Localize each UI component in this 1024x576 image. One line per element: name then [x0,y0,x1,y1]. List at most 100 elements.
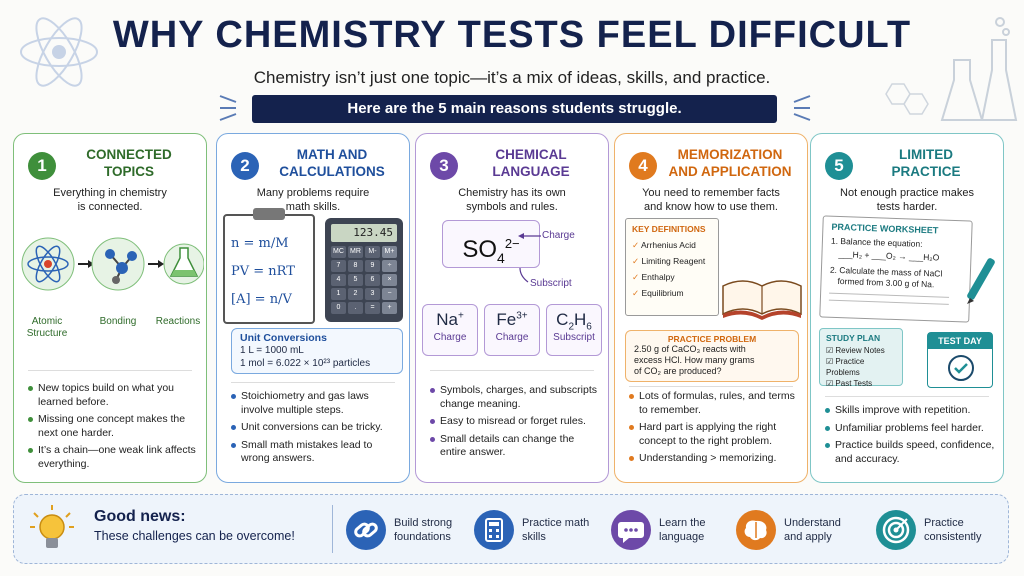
divider [231,382,395,383]
ion-card-sodium: Na+ Charge [422,304,478,356]
bullet: Stoichiometry and gas laws involve multi… [231,390,401,417]
plan-item: ☑ Past Tests [826,379,873,388]
plan-item: ☑ Review Notes [826,346,885,355]
formula-clipboard: n = m/M PV = nRT [A] = n/V [223,208,315,324]
divider [629,386,793,387]
calculator-key: 6 [365,274,380,286]
target-icon [876,510,916,550]
reason-bullets: Lots of formulas, rules, and terms to re… [629,390,799,470]
formula-ideal-gas: PV = nRT [231,264,295,279]
formula-moles: n = m/M [231,236,289,251]
calculator-key: MC [331,246,346,258]
reason-number: 5 [825,152,853,180]
divider [825,396,989,397]
calculator-display: 123.45 [331,224,397,242]
reason-description: Everything in chemistry is connected. [53,187,167,213]
open-book-icon [722,280,802,320]
reason-bullets: Stoichiometry and gas laws involve multi… [231,390,401,470]
checkmark-icon [948,355,974,381]
test-day-calendar: TEST DAY [927,332,993,388]
bullet: Understanding > memorizing. [629,452,799,466]
calculator-key: 7 [331,260,346,272]
reason-title: LIMITED PRACTICE [891,147,961,179]
bullet: Small details can change the entire answ… [430,433,600,460]
bullet: Missing one concept makes the next one h… [28,413,198,440]
calculator-icon [474,510,514,550]
calculator-key: 8 [348,260,363,272]
unit-conversion-liter: 1 L = 1000 mL [240,345,304,356]
calculator-key: 4 [331,274,346,286]
reason-title: CHEMICAL LANGUAGE [492,147,570,179]
reason-title: MEMORIZATION AND APPLICATION [668,147,792,179]
reason-description: Chemistry has its own symbols and rules. [458,187,566,213]
page-title: WHY CHEMISTRY TESTS FEEL DIFFICULT [112,14,912,56]
practice-problem-title: PRACTICE PROBLEM [667,334,757,344]
bullet: Symbols, charges, and subscripts change … [430,384,600,411]
bullet: Hard part is applying the right concept … [629,421,799,448]
good-news-footer: Good news: These challenges can be overc… [13,494,1009,564]
reason-number: 1 [28,152,56,180]
key-definitions-notebook: KEY DEFINITIONS ✓ Arrhenius Acid ✓ Limit… [625,218,719,316]
calculator-key: MR [348,246,363,258]
brain-icon [736,510,776,550]
ion-card-ethane: C2H6 Subscript [546,304,602,356]
calculator: 123.45 MC MR M- M+ 7 8 9 ÷ 4 5 6 × 1 2 3− 0. = + [325,218,403,322]
reasons-banner: Here are the 5 main reasons students str… [252,95,777,123]
formula-concentration: [A] = n/V [231,292,292,307]
calculator-key: ÷ [382,260,397,272]
page-subtitle: Chemistry isn’t just one topic—it’s a mi… [253,68,771,87]
reason-bullets: Symbols, charges, and subscripts change … [430,384,600,464]
bullet: Unfamiliar problems feel harder. [825,422,995,436]
calculator-key: + [382,302,397,314]
divider [430,370,594,371]
bullet: Easy to misread or forget rules. [430,415,600,429]
bullet: Lots of formulas, rules, and terms to re… [629,390,799,417]
practice-worksheet: PRACTICE WORKSHEET 1. Balance the equati… [819,215,973,323]
concept-chain-illustration [21,237,204,291]
calculator-key: 3 [365,288,380,300]
reason-number: 4 [629,152,657,180]
sulfate-formula: SO42− [442,220,540,268]
reason-number: 2 [231,152,259,180]
bullet: It’s a chain—one weak link affects every… [28,444,198,471]
reason-description: You need to remember facts and know how t… [642,187,780,213]
worksheet-title: PRACTICE WORKSHEET [831,221,939,236]
reason-number: 3 [430,152,458,180]
lightbulb-icon [30,505,74,548]
practice-problem-box: PRACTICE PROBLEM 2.50 g of CaCO₃ reacts … [625,330,799,382]
atomic-structure-label: Atomic Structure [26,316,68,339]
calculator-key: 0 [331,302,346,314]
good-news-text: These challenges can be overcome! [94,529,295,543]
chain-link-icon [346,510,386,550]
reason-description: Many problems require math skills. [256,187,370,213]
reason-card-math-calculations: 2 MATH AND CALCULATIONS Many problems req… [216,133,410,483]
calculator-key: − [382,288,397,300]
speech-bubble-icon [611,510,651,550]
ion-card-iron: Fe3+ Charge [484,304,540,356]
calculator-keypad: MC MR M- M+ 7 8 9 ÷ 4 5 6 × 1 2 3− 0. = + [331,246,397,314]
clip-icon [253,208,285,220]
calculator-key: M+ [382,246,397,258]
calculator-key: × [382,274,397,286]
bullet: Small math mistakes lead to wrong answer… [231,439,401,466]
definition-item: ✓ Limiting Reagent [632,256,706,266]
hexagon-decoration-icon [885,83,929,115]
atom-decoration-icon [20,17,98,87]
good-news-title: Good news: [94,508,186,525]
reason-card-limited-practice: 5 LIMITED PRACTICE Not enough practice ma… [810,133,1004,483]
calculator-key: 9 [365,260,380,272]
definition-item: ✓ Arrhenius Acid [632,240,696,250]
reason-card-memorization-application: 4 MEMORIZATION AND APPLICATION You need t… [614,133,808,483]
flask-decoration-icon [940,17,1018,121]
definition-item: ✓ Enthalpy [632,272,675,282]
spark-left-icon [219,95,237,121]
footer-divider [332,505,333,553]
reason-bullets: Skills improve with repetition. Unfamili… [825,404,995,470]
charge-annotation: Charge [542,230,575,241]
reason-card-connected-topics: 1 CONNECTED TOPICS Everything in chemistr… [13,133,207,483]
unit-conversions-title: Unit Conversions [240,332,327,344]
divider [28,370,192,371]
annotation-arrows [518,233,541,283]
bullet: Skills improve with repetition. [825,404,995,418]
calculator-key: 2 [348,288,363,300]
